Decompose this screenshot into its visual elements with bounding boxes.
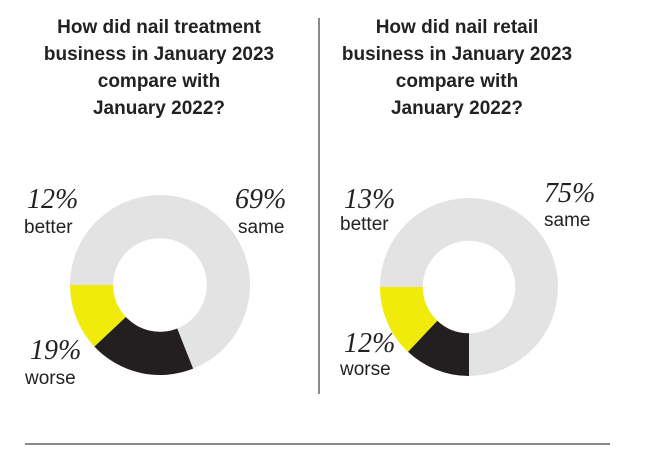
chart-title-line: compare with	[97, 71, 221, 92]
better-percent-label: 12%	[27, 184, 79, 215]
donut-chart-retail	[380, 198, 558, 376]
chart-title-line: How did nail treatment	[57, 17, 261, 38]
panel-divider	[318, 18, 320, 394]
chart-title-line: January 2022?	[390, 98, 524, 119]
same-percent-label: 69%	[235, 184, 287, 215]
same-slice	[380, 198, 558, 376]
chart-panel-left: How did nail treatment business in Janua…	[0, 0, 318, 400]
chart-title: How did nail treatment business in Janua…	[14, 14, 304, 122]
better-category-label: better	[24, 217, 73, 238]
chart-title-line: How did nail retail	[375, 17, 539, 38]
donut-chart-treatment	[70, 195, 250, 375]
worse-slice	[94, 317, 194, 375]
worse-category-label: worse	[340, 359, 391, 380]
chart-panel-right: How did nail retail business in January …	[320, 0, 650, 400]
chart-title-line: business in January 2023	[341, 44, 573, 65]
chart-title-line: compare with	[395, 71, 519, 92]
worse-slice	[408, 320, 469, 376]
same-slice	[70, 195, 250, 369]
chart-title-line: January 2022?	[92, 98, 226, 119]
better-slice	[380, 287, 438, 352]
chart-title-line: business in January 2023	[43, 44, 275, 65]
worse-category-label: worse	[25, 368, 76, 389]
same-percent-label: 75%	[544, 178, 596, 209]
worse-percent-label: 19%	[30, 335, 82, 366]
same-category-label: same	[238, 217, 285, 238]
chart-title: How did nail retail business in January …	[320, 14, 594, 122]
better-percent-label: 13%	[344, 184, 396, 215]
better-slice	[70, 285, 126, 347]
same-category-label: same	[544, 210, 591, 231]
better-category-label: better	[340, 214, 389, 235]
bottom-rule	[25, 443, 610, 445]
worse-percent-label: 12%	[344, 328, 396, 359]
